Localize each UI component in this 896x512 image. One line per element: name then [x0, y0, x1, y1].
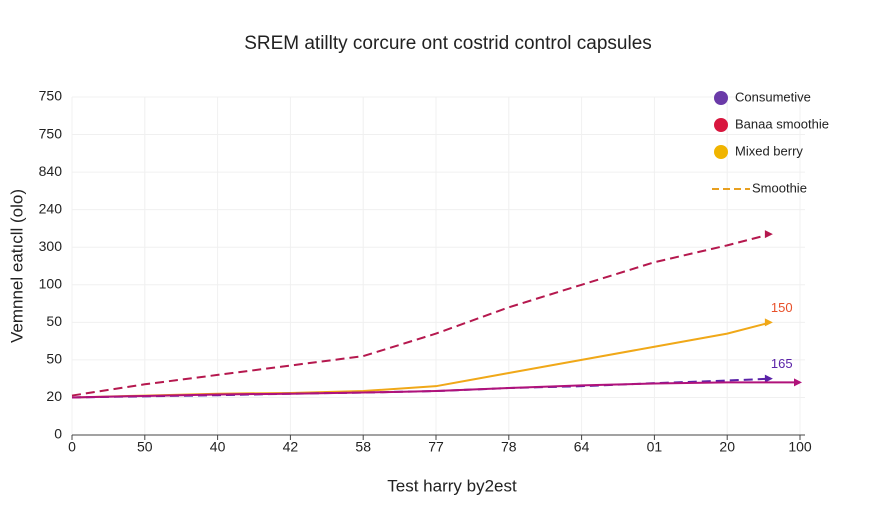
line-end-arrow [764, 374, 773, 383]
legend-label: Mixed berry [735, 143, 803, 158]
x-tick-label: 100 [788, 439, 812, 455]
x-tick-label: 20 [719, 439, 735, 455]
x-tick-label: 78 [501, 439, 517, 455]
y-tick-label: 100 [39, 275, 63, 291]
y-tick-label: 750 [39, 88, 63, 104]
line-end-arrow [764, 230, 773, 239]
x-tick-label: 77 [428, 439, 444, 455]
x-tick-label: 40 [210, 439, 226, 455]
legend-marker [714, 118, 728, 132]
legend-marker [714, 91, 728, 105]
y-tick-label: 50 [46, 313, 62, 329]
legend-label: Banaa smoothie [735, 116, 829, 131]
end-label: 165 [771, 356, 793, 371]
y-tick-label: 20 [46, 388, 62, 404]
y-tick-label: 240 [39, 200, 63, 216]
series-line [71, 233, 772, 397]
x-axis-label: Test harry by2est [387, 476, 517, 495]
x-tick-label: 0 [68, 439, 76, 455]
y-tick-label: 840 [39, 163, 63, 179]
x-tick-label: 64 [574, 439, 590, 455]
chart-title: SREM atillty corcure ont costrid control… [244, 33, 652, 54]
x-tick-label: 50 [137, 439, 153, 455]
x-tick-label: 01 [647, 439, 663, 455]
y-tick-label: 50 [46, 351, 62, 367]
end-label: 150 [771, 300, 793, 315]
legend-label: Consumetive [735, 89, 811, 104]
x-tick-label: 42 [283, 439, 299, 455]
legend-label: Smoothie [752, 180, 807, 195]
line-end-arrow [794, 378, 802, 387]
line-end-arrow [764, 318, 773, 327]
series-line [71, 381, 800, 399]
legend-marker [714, 145, 728, 159]
y-tick-label: 750 [39, 125, 63, 141]
y-tick-label: 300 [39, 238, 63, 254]
y-axis-label: Vemnnel eatıcll (olo) [7, 189, 26, 343]
x-tick-label: 58 [355, 439, 371, 455]
y-tick-label: 0 [54, 426, 62, 442]
